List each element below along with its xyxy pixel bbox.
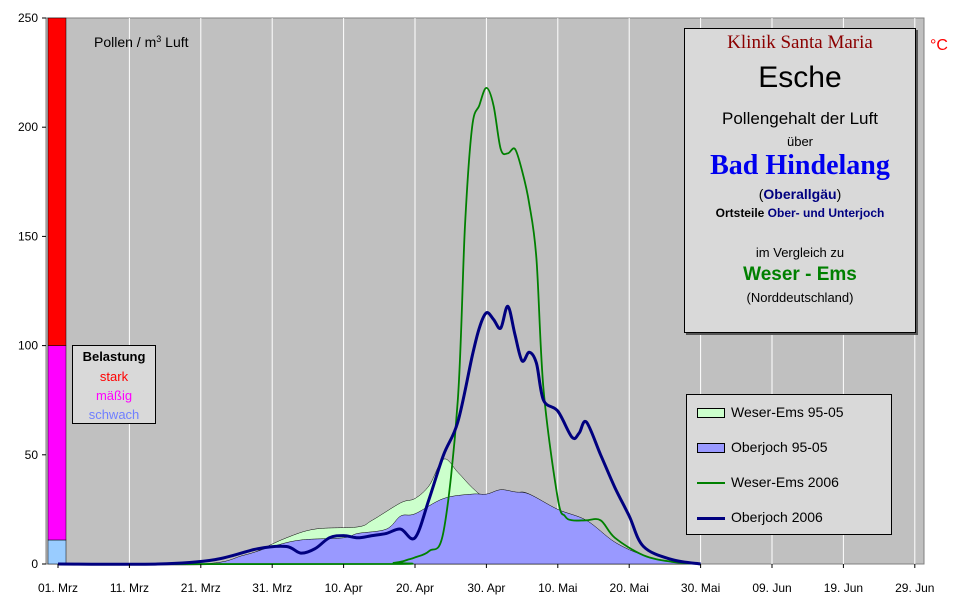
region-line: (Oberallgäu) <box>685 186 915 202</box>
region-open: ( <box>758 186 764 202</box>
x-tick-label: 09. Jun <box>752 581 791 595</box>
y-tick-label: 50 <box>25 448 39 462</box>
info-box: Klinik Santa Maria Esche Pollengehalt de… <box>684 28 916 333</box>
belastung-moderate: mäßig <box>95 388 133 403</box>
celsius-label: °C <box>930 37 948 54</box>
x-tick-label: 10. Apr <box>325 581 363 595</box>
x-tick-label: 21. Mrz <box>181 581 221 595</box>
legend-label: Oberjoch 95-05 <box>731 439 828 455</box>
y-axis-ticks: 0 50 100 150 200 250 <box>18 11 46 571</box>
x-tick-label: 19. Jun <box>824 581 863 595</box>
y-tick-label: 250 <box>18 11 38 25</box>
legend-swatch <box>697 408 725 418</box>
compare-label: im Vergleich zu <box>755 245 845 260</box>
x-axis-ticks: 01. Mrz 11. Mrz 21. Mrz 31. Mrz 10. Apr 20. A… <box>38 564 934 595</box>
x-tick-label: 11. Mrz <box>110 581 149 595</box>
y-tick-label: 200 <box>18 120 38 134</box>
districts-prefix: Ortsteile <box>715 206 768 220</box>
belastung-legend: Belastung stark mäßig schwach <box>72 345 156 424</box>
band-moderate <box>47 345 67 541</box>
y-axis-label-part: Pollen / m <box>94 34 156 50</box>
x-tick-label: 29. Jun <box>895 581 934 595</box>
legend-label: Weser-Ems 2006 <box>731 474 839 490</box>
legend-label: Weser-Ems 95-05 <box>731 404 844 420</box>
region-close: ) <box>836 186 842 202</box>
plant-name: Esche <box>758 61 842 94</box>
series-oberjoch-2006 <box>57 304 701 566</box>
belastung-title: Belastung <box>82 349 146 364</box>
compare-region: Weser - Ems <box>743 264 857 285</box>
legend-swatch <box>697 517 725 520</box>
band-strong <box>47 17 67 346</box>
belastung-band <box>47 17 67 565</box>
y-axis-label-sup: 3 <box>156 34 161 44</box>
legend-swatch <box>697 443 725 453</box>
belastung-weak: schwach <box>88 407 140 422</box>
place-name: Bad Hindelang <box>710 150 890 181</box>
y-tick-label: 0 <box>31 557 38 571</box>
belastung-strong: stark <box>99 369 129 384</box>
y-axis-label-part: Luft <box>161 34 188 50</box>
description: Pollengehalt der Luft <box>722 109 878 128</box>
y-axis-label: Pollen / m3 Luft <box>94 34 189 50</box>
districts-line: Ortsteile Ober- und Unterjoch <box>685 206 915 220</box>
series-layer <box>57 87 701 566</box>
chart-legend: Weser-Ems 95-05 Oberjoch 95-05 Weser-Ems 2… <box>686 394 892 535</box>
x-tick-label: 10. Mai <box>538 581 577 595</box>
legend-swatch <box>697 482 725 484</box>
y-tick-label: 100 <box>18 339 38 353</box>
x-tick-label: 31. Mrz <box>252 581 292 595</box>
x-tick-label: 30. Mai <box>681 581 720 595</box>
x-tick-label: 01. Mrz <box>38 581 78 595</box>
region-name: Oberallgäu <box>763 186 837 202</box>
y-tick-label: 150 <box>18 229 38 243</box>
legend-label: Oberjoch 2006 <box>731 509 823 525</box>
x-tick-label: 30. Apr <box>467 581 505 595</box>
clinic-name: Klinik Santa Maria <box>727 32 873 53</box>
ueber-label: über <box>786 134 814 149</box>
compare-note: (Norddeutschland) <box>746 290 854 305</box>
x-tick-label: 20. Mai <box>610 581 649 595</box>
series-weser-ems-2006 <box>57 87 701 565</box>
districts-names: Ober- und Unterjoch <box>767 206 885 220</box>
band-weak <box>47 539 67 565</box>
x-tick-label: 20. Apr <box>396 581 434 595</box>
